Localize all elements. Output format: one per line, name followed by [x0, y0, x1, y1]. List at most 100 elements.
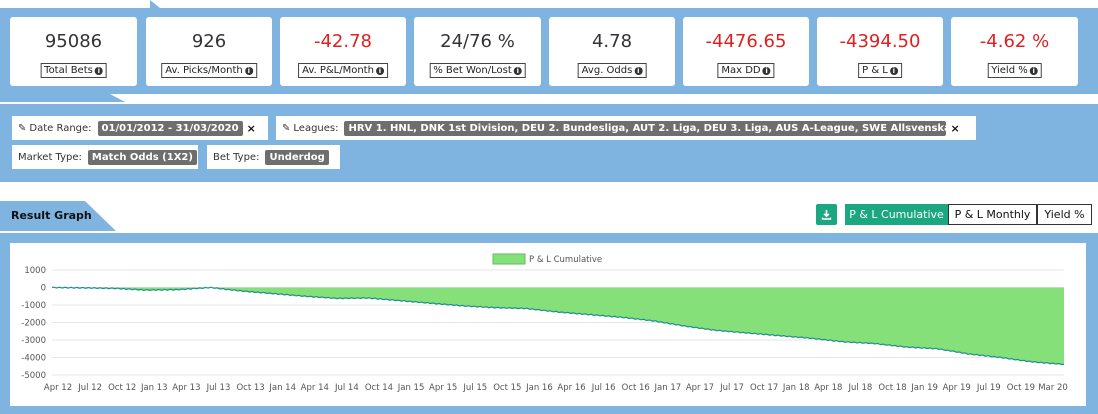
- stat-label-text: Yield %: [991, 65, 1028, 76]
- info-icon[interactable]: i: [889, 67, 898, 75]
- y-tick-label: -5000: [21, 371, 46, 381]
- x-tick-label: Apr 12: [44, 383, 72, 393]
- filter-market-type[interactable]: Market Type: Match Odds (1X2): [12, 145, 198, 169]
- pl-cumulative-button[interactable]: P & L Cumulative: [845, 204, 948, 225]
- yield-button[interactable]: Yield %: [1037, 204, 1092, 225]
- info-icon[interactable]: i: [375, 67, 384, 75]
- x-tick-label: Apr 15: [429, 383, 457, 393]
- graph-tab-shape: [0, 201, 116, 231]
- stat-card: -4476.65 Max DD i: [683, 17, 809, 86]
- info-icon[interactable]: i: [513, 67, 522, 75]
- info-icon[interactable]: i: [94, 67, 103, 75]
- y-tick-label: -3000: [21, 336, 46, 346]
- stat-label[interactable]: Max DD i: [717, 63, 775, 78]
- stat-label[interactable]: Av. P&L/Month i: [298, 63, 388, 78]
- x-tick-label: Oct 17: [750, 383, 778, 393]
- close-icon[interactable]: ×: [246, 121, 256, 135]
- pl-line: [51, 286, 1065, 366]
- y-tick-label: -1000: [21, 301, 46, 311]
- legend-label: P & L Cumulative: [529, 255, 602, 265]
- pencil-icon: ✎: [18, 122, 27, 134]
- x-tick-label: Apr 18: [814, 383, 842, 393]
- info-icon[interactable]: i: [762, 67, 771, 75]
- filter-leagues-value: HRV 1. HNL, DNK 1st Division, DEU 2. Bun…: [344, 120, 947, 136]
- x-tick-label: Mar 20: [1038, 383, 1068, 393]
- x-tick-label: Oct 19: [1007, 383, 1035, 393]
- stat-card: 926 Av. Picks/Month i: [146, 17, 272, 86]
- pl-area: [52, 287, 1064, 365]
- x-tick-label: Jul 19: [976, 383, 1001, 393]
- download-button[interactable]: [816, 204, 837, 225]
- stat-card: 4.78 Avg. Odds i: [549, 17, 675, 86]
- stat-value: -4394.50: [839, 31, 921, 52]
- stats-band-notches: [0, 0, 160, 102]
- y-tick-label: 0: [41, 284, 46, 294]
- stat-label-text: Av. P&L/Month: [302, 65, 374, 76]
- stat-value: 95086: [44, 31, 103, 52]
- x-tick-label: Jul 13: [206, 383, 231, 393]
- close-icon[interactable]: ×: [950, 121, 960, 135]
- x-tick-label: Jul 17: [719, 383, 744, 393]
- stat-label-text: % Bet Won/Lost: [433, 65, 512, 76]
- filter-date-range-label: Date Range:: [29, 122, 92, 134]
- x-tick-label: Jul 18: [848, 383, 873, 393]
- filter-bet-type-value: Underdog: [265, 149, 329, 165]
- x-tick-label: Oct 16: [622, 383, 650, 393]
- y-tick-label: -2000: [21, 319, 46, 329]
- x-tick-label: Apr 13: [172, 383, 200, 393]
- stat-label[interactable]: Av. Picks/Month i: [161, 63, 257, 78]
- stat-value: -42.78: [313, 31, 373, 52]
- filter-market-type-value: Match Odds (1X2): [87, 149, 197, 165]
- filter-leagues[interactable]: ✎ Leagues: HRV 1. HNL, DNK 1st Division,…: [276, 116, 976, 140]
- legend-swatch: [492, 253, 526, 265]
- filter-bet-type[interactable]: Bet Type: Underdog: [207, 145, 340, 169]
- download-icon: [821, 210, 832, 220]
- x-tick-label: Jan 18: [782, 383, 810, 393]
- stat-card: -42.78 Av. P&L/Month i: [280, 17, 406, 86]
- filter-leagues-label: Leagues:: [293, 122, 339, 134]
- x-tick-label: Apr 19: [943, 383, 971, 393]
- stat-value: 24/76 %: [440, 31, 515, 52]
- x-tick-label: Jan 17: [654, 383, 682, 393]
- stat-label-text: Avg. Odds: [581, 65, 633, 76]
- x-tick-label: Jan 15: [397, 383, 425, 393]
- filter-date-range-value: 01/01/2012 - 31/03/2020: [97, 120, 243, 136]
- info-icon[interactable]: i: [634, 67, 643, 75]
- info-icon[interactable]: i: [1029, 67, 1038, 75]
- info-icon[interactable]: i: [244, 67, 253, 75]
- chart-panel: 1000 0 -1000 -2000 -3000 -4000 -5000 Apr 12 Jul …: [10, 243, 1086, 406]
- stat-label[interactable]: Total Bets i: [40, 63, 107, 78]
- x-tick-label: Oct 18: [878, 383, 906, 393]
- y-tick-label: 1000: [24, 266, 46, 276]
- pl-chart: 1000 0 -1000 -2000 -3000 -4000 -5000 Apr 12 Jul …: [21, 253, 1068, 393]
- stat-label-text: Max DD: [721, 65, 761, 76]
- x-tick-label: Jan 13: [140, 383, 168, 393]
- x-tick-label: Jul 12: [77, 383, 102, 393]
- stat-label[interactable]: Yield % i: [987, 63, 1042, 78]
- filter-bet-type-label: Bet Type:: [213, 151, 260, 163]
- stat-label[interactable]: Avg. Odds i: [577, 63, 647, 78]
- stat-value: 926: [191, 31, 227, 52]
- x-tick-label: Apr 14: [301, 383, 329, 393]
- stat-value: -4476.65: [705, 31, 787, 52]
- stat-card: 24/76 % % Bet Won/Lost i: [414, 17, 541, 86]
- x-tick-label: Apr 17: [686, 383, 714, 393]
- stat-label-text: P & L: [862, 65, 888, 76]
- stat-card: 95086 Total Bets i: [10, 17, 137, 86]
- graph-tab-label: Result Graph: [11, 209, 92, 222]
- pl-monthly-button[interactable]: P & L Monthly: [948, 204, 1037, 225]
- x-tick-label: Jan 14: [268, 383, 296, 393]
- stat-value: -4.62 %: [979, 31, 1050, 52]
- stat-value: 4.78: [591, 31, 633, 52]
- x-tick-label: Jan 19: [910, 383, 938, 393]
- x-tick-label: Apr 16: [557, 383, 585, 393]
- stat-label[interactable]: % Bet Won/Lost i: [429, 63, 526, 78]
- stat-card: -4.62 % Yield % i: [951, 17, 1078, 86]
- x-tick-label: Oct 15: [493, 383, 521, 393]
- filter-date-range[interactable]: ✎ Date Range: 01/01/2012 - 31/03/2020 ×: [12, 116, 268, 140]
- filter-market-type-label: Market Type:: [18, 151, 82, 163]
- x-tick-label: Jul 15: [462, 383, 487, 393]
- x-tick-label: Jul 16: [591, 383, 616, 393]
